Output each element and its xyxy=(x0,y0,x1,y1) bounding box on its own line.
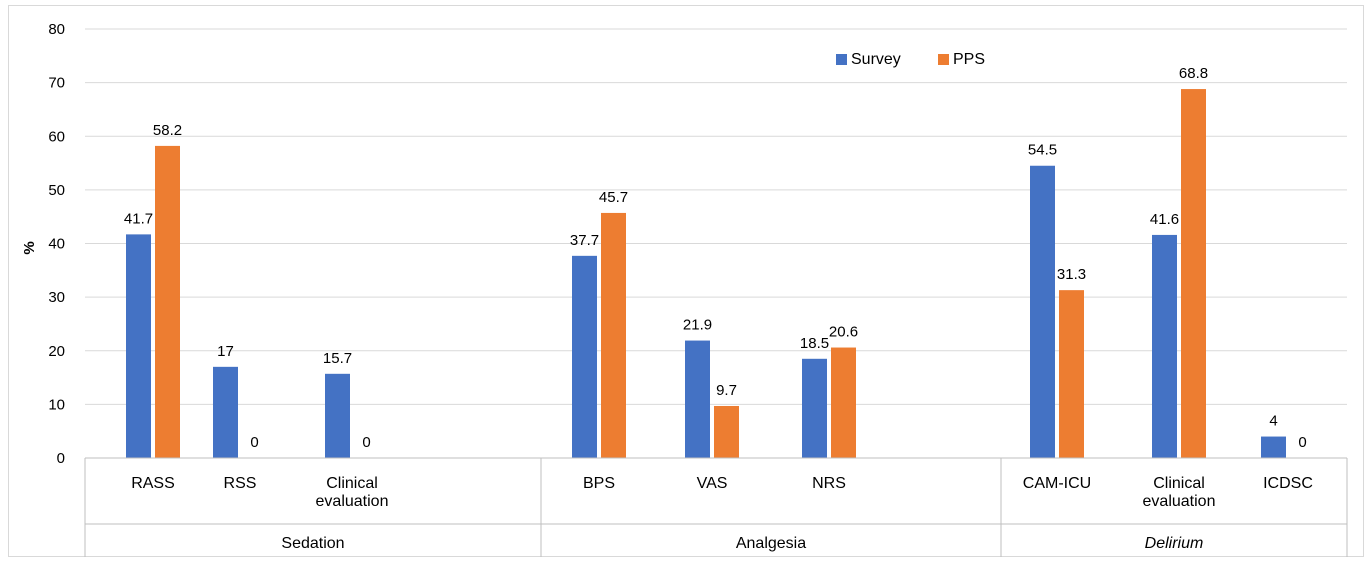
data-label: 41.7 xyxy=(124,210,153,227)
y-tick-label: 80 xyxy=(48,21,65,38)
bar-survey xyxy=(126,234,151,458)
category-label: RSS xyxy=(224,475,257,492)
y-axis-label: % xyxy=(21,241,38,254)
bars: 41.7 58.2 17 0 15.7 0 37.7 45.7 21.9 9.7 18.520.6 5… xyxy=(124,65,1307,458)
bar-survey xyxy=(572,255,597,458)
data-label: 0 xyxy=(250,434,258,451)
gridlines xyxy=(85,28,1347,405)
bar-pps xyxy=(155,145,180,458)
data-label: 15.7 xyxy=(323,350,352,367)
y-tick-label: 20 xyxy=(48,343,65,360)
y-axis-ticks: 0 10 20 30 40 50 60 70 80 xyxy=(48,21,65,467)
legend-label: PPS xyxy=(953,51,985,68)
bar-survey xyxy=(802,358,827,458)
data-label: 37.7 xyxy=(570,232,599,249)
data-label: 18.5 xyxy=(800,335,829,352)
category-label: ICDSC xyxy=(1263,475,1313,492)
data-label: 4 xyxy=(1269,413,1277,430)
group-label: Analgesia xyxy=(736,535,806,552)
bar-pps xyxy=(601,212,626,458)
chart-frame xyxy=(8,5,1364,557)
legend-swatch-pps xyxy=(938,54,949,65)
category-label: Clinical evaluation xyxy=(316,475,389,510)
data-label: 41.6 xyxy=(1150,211,1179,228)
data-label: 20.6 xyxy=(829,324,858,341)
data-label: 21.9 xyxy=(683,317,712,334)
legend: Survey PPS xyxy=(836,51,985,68)
data-label: 45.7 xyxy=(599,189,628,206)
category-axis: RASS RSS Clinical evaluation Sedation BPS VAS N… xyxy=(84,457,1348,557)
bar-pps xyxy=(714,405,739,458)
bar-pps xyxy=(1059,290,1084,458)
legend-swatch-survey xyxy=(836,54,847,65)
category-label: CAM-ICU xyxy=(1023,475,1091,492)
group-label: Sedation xyxy=(281,535,344,552)
data-label: 17 xyxy=(217,343,234,360)
y-tick-label: 30 xyxy=(48,289,65,306)
y-tick-label: 10 xyxy=(48,396,65,413)
bar-survey xyxy=(685,340,710,458)
y-tick-label: 70 xyxy=(48,75,65,92)
category-label: RASS xyxy=(131,475,175,492)
bar-pps xyxy=(1181,89,1206,458)
category-label: Clinical evaluation xyxy=(1143,475,1216,510)
data-label: 68.8 xyxy=(1179,65,1208,82)
y-tick-label: 60 xyxy=(48,128,65,145)
y-tick-label: 40 xyxy=(48,236,65,253)
data-label: 0 xyxy=(362,434,370,451)
bar-survey xyxy=(1030,165,1055,458)
data-label: 54.5 xyxy=(1028,142,1057,159)
group-label: Delirium xyxy=(1145,535,1204,552)
bar-survey xyxy=(325,373,350,458)
category-label: VAS xyxy=(697,475,728,492)
bar-survey xyxy=(1261,436,1286,458)
y-tick-label: 50 xyxy=(48,182,65,199)
category-label: NRS xyxy=(812,475,846,492)
data-label: 0 xyxy=(1298,434,1306,451)
bar-survey xyxy=(213,366,238,458)
bar-pps xyxy=(831,347,856,458)
y-tick-label: 0 xyxy=(57,450,65,467)
category-label: BPS xyxy=(583,475,615,492)
legend-label: Survey xyxy=(851,51,901,68)
data-label: 58.2 xyxy=(153,122,182,139)
data-label: 9.7 xyxy=(716,382,737,399)
bar-survey xyxy=(1152,234,1177,458)
data-label: 31.3 xyxy=(1057,266,1086,283)
